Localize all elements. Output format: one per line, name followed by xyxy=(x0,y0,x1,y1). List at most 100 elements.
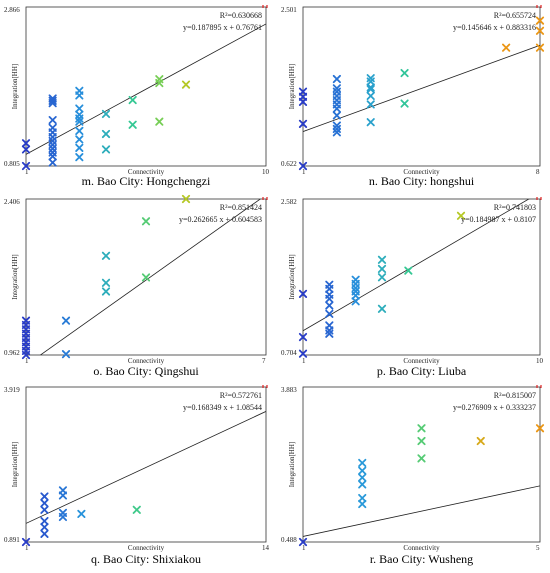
corner-marker xyxy=(262,385,268,388)
x-max-label: 5 xyxy=(536,544,540,552)
data-point xyxy=(351,275,360,284)
y-max-label: 2.406 xyxy=(4,198,20,206)
x-axis-label: Connectivity xyxy=(403,168,440,176)
y-min-label: 0.488 xyxy=(281,536,297,544)
data-point xyxy=(48,96,57,105)
data-point xyxy=(502,43,511,52)
data-point xyxy=(298,537,308,547)
data-point xyxy=(366,118,375,127)
equation-label: y=0.145646 x + 0.883316 xyxy=(453,23,536,32)
y-max-label: 2.582 xyxy=(281,198,297,206)
x-max-label: 10 xyxy=(536,357,544,365)
data-point xyxy=(358,480,367,489)
data-point xyxy=(75,153,84,162)
y-min-label: 0.891 xyxy=(4,536,20,544)
data-point xyxy=(21,537,31,547)
chart-caption: m. Bao City: Hongchengzi xyxy=(82,174,211,188)
data-point xyxy=(21,316,31,325)
corner-marker xyxy=(536,385,542,388)
data-point xyxy=(332,74,341,84)
data-point xyxy=(325,280,334,289)
data-point xyxy=(40,523,49,532)
data-point xyxy=(141,273,151,282)
chart-panel-5: 3.883 0.488 1 5 Connectivity Integration[HH] R… xyxy=(281,385,545,566)
plot-frame xyxy=(25,386,267,543)
data-point xyxy=(61,316,71,325)
data-point xyxy=(417,454,426,463)
data-point xyxy=(155,75,164,84)
data-point xyxy=(377,273,387,282)
y-max-label: 2.866 xyxy=(4,6,20,14)
data-point xyxy=(325,321,334,330)
r-squared-label: R²=0.741803 xyxy=(494,203,536,212)
data-point xyxy=(58,486,68,495)
chart-panel-3: 2.582 0.704 1 10 Connectivity Integration[HH]… xyxy=(281,197,544,378)
plot-frame xyxy=(302,198,541,356)
r-squared-label: R²=0.851424 xyxy=(220,203,262,212)
x-max-label: 14 xyxy=(262,544,270,552)
x-min-label: 1 xyxy=(302,544,306,552)
data-point xyxy=(325,309,334,318)
data-point xyxy=(366,100,375,109)
r-squared-label: R²=0.630668 xyxy=(220,11,262,20)
chart-caption: n. Bao City: hongshui xyxy=(369,174,475,188)
data-point xyxy=(332,121,341,130)
data-point xyxy=(21,139,31,148)
equation-label: y=0.276909 x + 0.333237 xyxy=(453,403,536,412)
data-point xyxy=(40,516,49,526)
r-squared-label: R²=0.572761 xyxy=(220,391,262,400)
data-point xyxy=(366,83,375,92)
x-axis-label: Connectivity xyxy=(403,544,440,552)
data-point xyxy=(48,94,57,103)
data-point xyxy=(298,161,308,171)
y-axis-label: Integration[HH] xyxy=(11,442,19,487)
r-squared-label: R²=0.655724 xyxy=(494,11,536,20)
x-min-label: 1 xyxy=(25,357,29,365)
chart-caption: q. Bao City: Shixiakou xyxy=(91,552,201,566)
corner-marker xyxy=(536,197,542,200)
data-point xyxy=(101,287,111,296)
x-min-label: 1 xyxy=(302,168,306,176)
chart-panel-2: 2.406 0.962 1 7 Connectivity Integration[HH] R… xyxy=(4,194,268,378)
x-axis-label: Connectivity xyxy=(128,168,165,176)
data-point xyxy=(21,145,31,154)
x-min-label: 1 xyxy=(25,168,29,176)
data-point xyxy=(40,529,49,538)
data-point xyxy=(404,266,413,275)
corner-marker xyxy=(262,197,268,200)
regression-line xyxy=(39,199,262,355)
chart-panel-4: 3.919 0.891 1 14 Connectivity Integration[HH]… xyxy=(4,385,270,566)
data-point xyxy=(377,264,387,274)
plot-frame xyxy=(302,6,541,167)
y-min-label: 0.805 xyxy=(4,160,20,168)
y-axis-label: Integration[HH] xyxy=(288,254,296,299)
y-min-label: 0.622 xyxy=(281,160,297,168)
data-point xyxy=(101,109,111,119)
y-axis-label: Integration[HH] xyxy=(11,64,19,109)
data-point xyxy=(298,289,308,298)
data-point xyxy=(358,458,367,468)
data-point xyxy=(325,290,334,299)
data-point xyxy=(101,145,111,154)
data-point xyxy=(298,119,308,128)
data-point xyxy=(332,111,341,120)
x-axis-label: Connectivity xyxy=(128,357,165,365)
data-point xyxy=(377,304,387,313)
data-point xyxy=(128,95,137,105)
data-point xyxy=(332,84,341,93)
data-point xyxy=(325,301,334,310)
chart-caption: o. Bao City: Qingshui xyxy=(93,364,199,378)
data-point xyxy=(21,161,31,171)
data-point xyxy=(75,143,84,152)
data-point xyxy=(358,493,367,503)
data-point xyxy=(48,115,57,125)
data-point xyxy=(132,505,141,514)
data-point xyxy=(366,85,375,94)
data-point xyxy=(535,424,545,433)
y-min-label: 0.704 xyxy=(281,349,297,357)
data-point xyxy=(48,123,57,132)
data-point xyxy=(128,120,137,129)
data-point xyxy=(181,80,191,89)
data-point xyxy=(75,126,84,135)
data-point xyxy=(358,473,367,482)
